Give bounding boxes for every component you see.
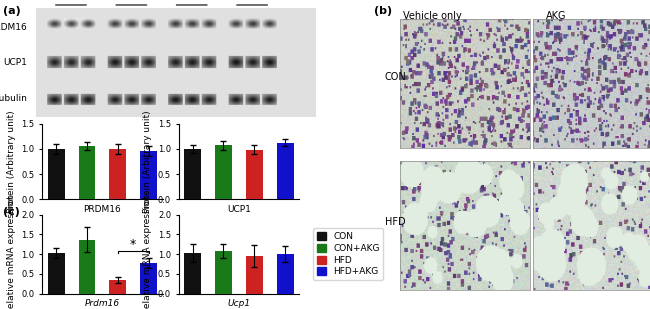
Text: AKG: AKG [545, 11, 566, 21]
Y-axis label: Relative mRNA expression: Relative mRNA expression [7, 194, 16, 309]
Text: CON: CON [385, 72, 406, 82]
Y-axis label: Protein (Arbitrary unit): Protein (Arbitrary unit) [7, 110, 16, 213]
Text: (a): (a) [3, 6, 21, 16]
Bar [79, 239, 96, 294]
Bar [246, 150, 263, 199]
Bar [277, 254, 294, 294]
Bar [47, 149, 64, 199]
Bar [79, 146, 96, 199]
Text: UCP1: UCP1 [3, 58, 27, 67]
Bar [109, 280, 126, 294]
X-axis label: Ucp1: Ucp1 [227, 299, 250, 308]
Text: (c): (c) [3, 207, 20, 217]
X-axis label: UCP1: UCP1 [227, 205, 251, 214]
Bar [140, 151, 157, 199]
Bar [277, 143, 294, 199]
Y-axis label: Relative mRNA expression: Relative mRNA expression [144, 194, 153, 309]
Bar [184, 253, 201, 294]
Bar [184, 149, 201, 199]
Text: PRDM16: PRDM16 [0, 23, 27, 32]
Bar [215, 252, 232, 294]
X-axis label: PRDM16: PRDM16 [83, 205, 122, 214]
Bar [246, 256, 263, 294]
Bar [140, 263, 157, 294]
Text: *: * [130, 238, 136, 251]
Legend: CON, CON+AKG, HFD, HFD+AKG: CON, CON+AKG, HFD, HFD+AKG [313, 228, 384, 280]
Y-axis label: Protein (Arbitrary unit): Protein (Arbitrary unit) [144, 110, 153, 213]
Text: β-tubulin: β-tubulin [0, 94, 27, 103]
Bar [109, 149, 126, 199]
Bar [47, 253, 64, 294]
Text: Vehicle only: Vehicle only [403, 11, 462, 21]
Bar [215, 145, 232, 199]
X-axis label: Prdm16: Prdm16 [84, 299, 120, 308]
Text: (b): (b) [374, 6, 392, 16]
Text: HFD: HFD [385, 218, 406, 227]
